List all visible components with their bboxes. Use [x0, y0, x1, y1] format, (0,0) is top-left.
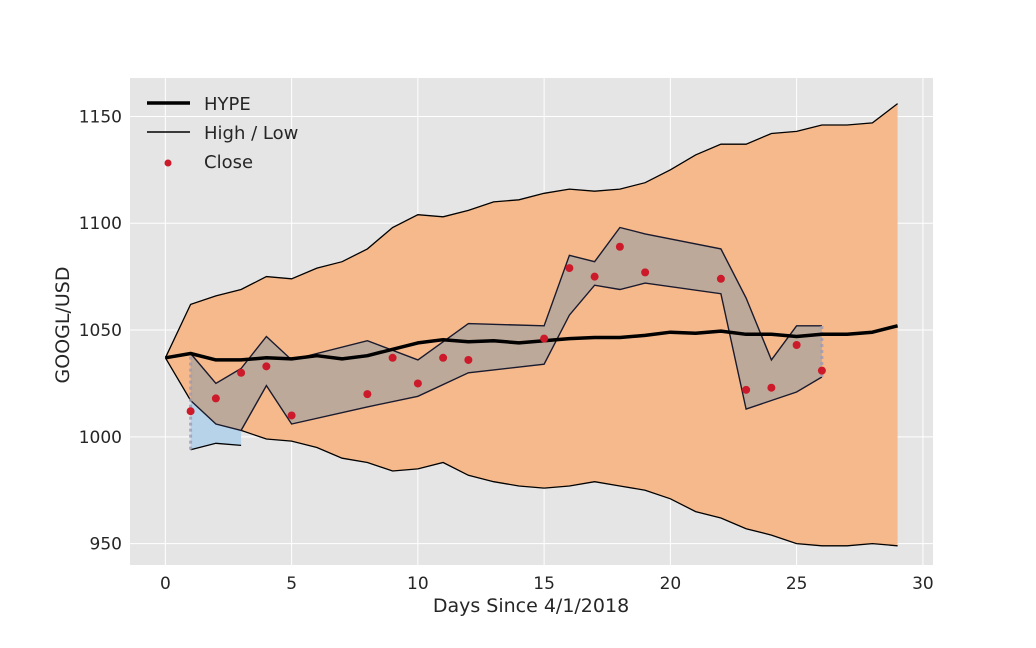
legend-label-hype: HYPE — [204, 94, 251, 115]
close-point — [716, 274, 725, 283]
close-point — [388, 353, 397, 362]
close-point — [742, 385, 751, 394]
close-point — [439, 353, 448, 362]
close-point — [817, 366, 826, 375]
x-tick-label: 5 — [286, 574, 297, 594]
x-tick-label: 20 — [660, 574, 682, 594]
hype-layer — [165, 324, 899, 362]
close-point — [262, 362, 271, 371]
legend-swatch-close — [164, 159, 172, 167]
envelope-low-line — [164, 357, 898, 547]
close-point — [540, 334, 549, 343]
x-tick-label: 10 — [407, 574, 429, 594]
y-axis-label: GOOGL/USD — [52, 267, 74, 384]
close-point — [237, 368, 246, 377]
x-axis-label: Days Since 4/1/2018 — [433, 595, 629, 617]
envelope-layer — [164, 103, 898, 547]
close-point — [767, 383, 776, 392]
band-upper-line — [190, 226, 822, 385]
close-point — [211, 394, 220, 403]
y-tick-label: 1000 — [79, 428, 122, 448]
close-point — [792, 340, 801, 349]
band-area — [190, 227, 822, 431]
close-point — [413, 379, 422, 388]
close-point — [565, 264, 574, 273]
legend: HYPE High / Low Close — [147, 94, 298, 173]
close-point — [464, 355, 473, 364]
close-point — [590, 272, 599, 281]
envelope-area — [165, 103, 898, 546]
x-tick-label: 25 — [786, 574, 808, 594]
y-tick-label: 950 — [90, 535, 122, 555]
legend-label-high-low: High / Low — [204, 123, 298, 144]
x-tick-label: 30 — [912, 574, 934, 594]
legend-label-close: Close — [204, 152, 253, 173]
x-tick-label: 0 — [160, 574, 171, 594]
y-tick-label: 1100 — [79, 214, 122, 234]
y-tick-label: 1150 — [79, 107, 122, 127]
close-point — [186, 407, 195, 416]
hype-line — [165, 324, 899, 362]
x-tick-label: 15 — [533, 574, 555, 594]
close-point — [615, 242, 624, 251]
envelope-high-line — [164, 103, 898, 359]
close-point — [363, 390, 372, 399]
tick-labels: 0 5 10 15 20 25 30 950 1000 1050 1100 1150 — [79, 107, 934, 594]
low-region-line — [190, 442, 242, 451]
y-tick-label: 1050 — [79, 321, 122, 341]
close-points-layer — [186, 242, 826, 420]
close-point — [287, 411, 296, 420]
close-point — [641, 268, 650, 277]
